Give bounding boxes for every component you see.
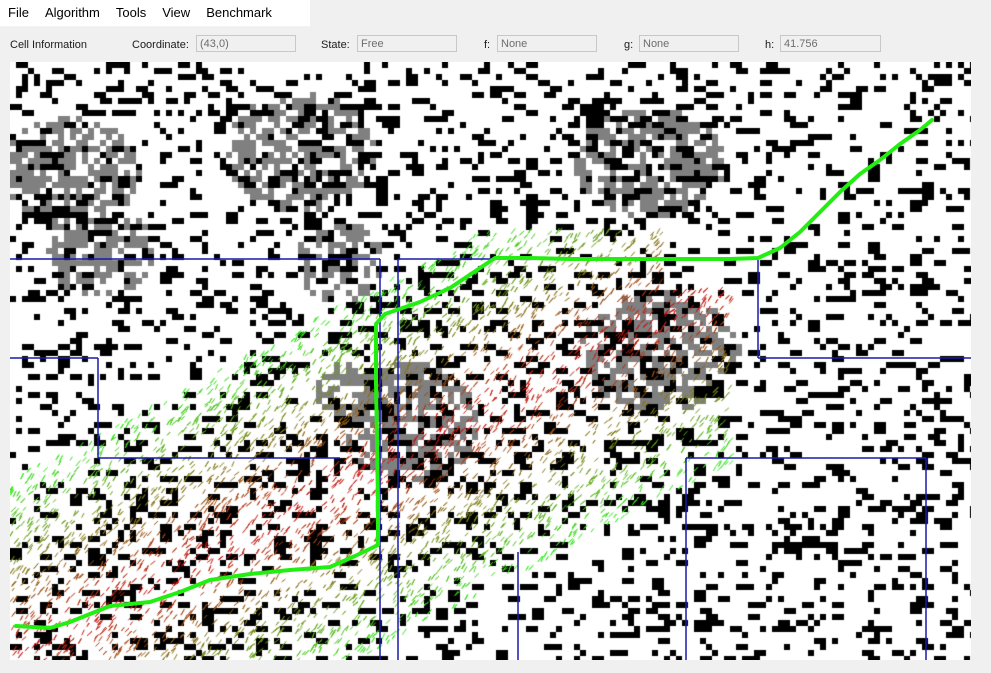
grid-cells-canvas[interactable] (10, 62, 971, 660)
menu-view[interactable]: View (162, 5, 191, 20)
state-field[interactable]: Free (357, 35, 457, 52)
menu-bar: File Algorithm Tools View Benchmark (0, 0, 310, 27)
coordinate-field[interactable]: (43,0) (196, 35, 296, 52)
menu-benchmark[interactable]: Benchmark (206, 5, 272, 20)
grid-map[interactable] (10, 62, 971, 660)
menu-algorithm[interactable]: Algorithm (44, 5, 100, 20)
cell-info-label: Cell Information (10, 39, 88, 51)
menu-tools[interactable]: Tools (115, 5, 147, 20)
h-label: h: (765, 39, 775, 51)
cell-info-bar: Cell Information Coordinate: (43,0) Stat… (0, 33, 991, 59)
f-label: f: (484, 39, 491, 51)
menu-file[interactable]: File (8, 5, 29, 20)
path-overlay (10, 118, 971, 660)
f-field[interactable]: None (497, 35, 597, 52)
g-field[interactable]: None (639, 35, 739, 52)
solution-path (14, 118, 934, 630)
state-label: State: (321, 39, 350, 51)
g-label: g: (624, 39, 634, 51)
coordinate-label: Coordinate: (132, 39, 189, 51)
h-field[interactable]: 41.756 (780, 35, 881, 52)
